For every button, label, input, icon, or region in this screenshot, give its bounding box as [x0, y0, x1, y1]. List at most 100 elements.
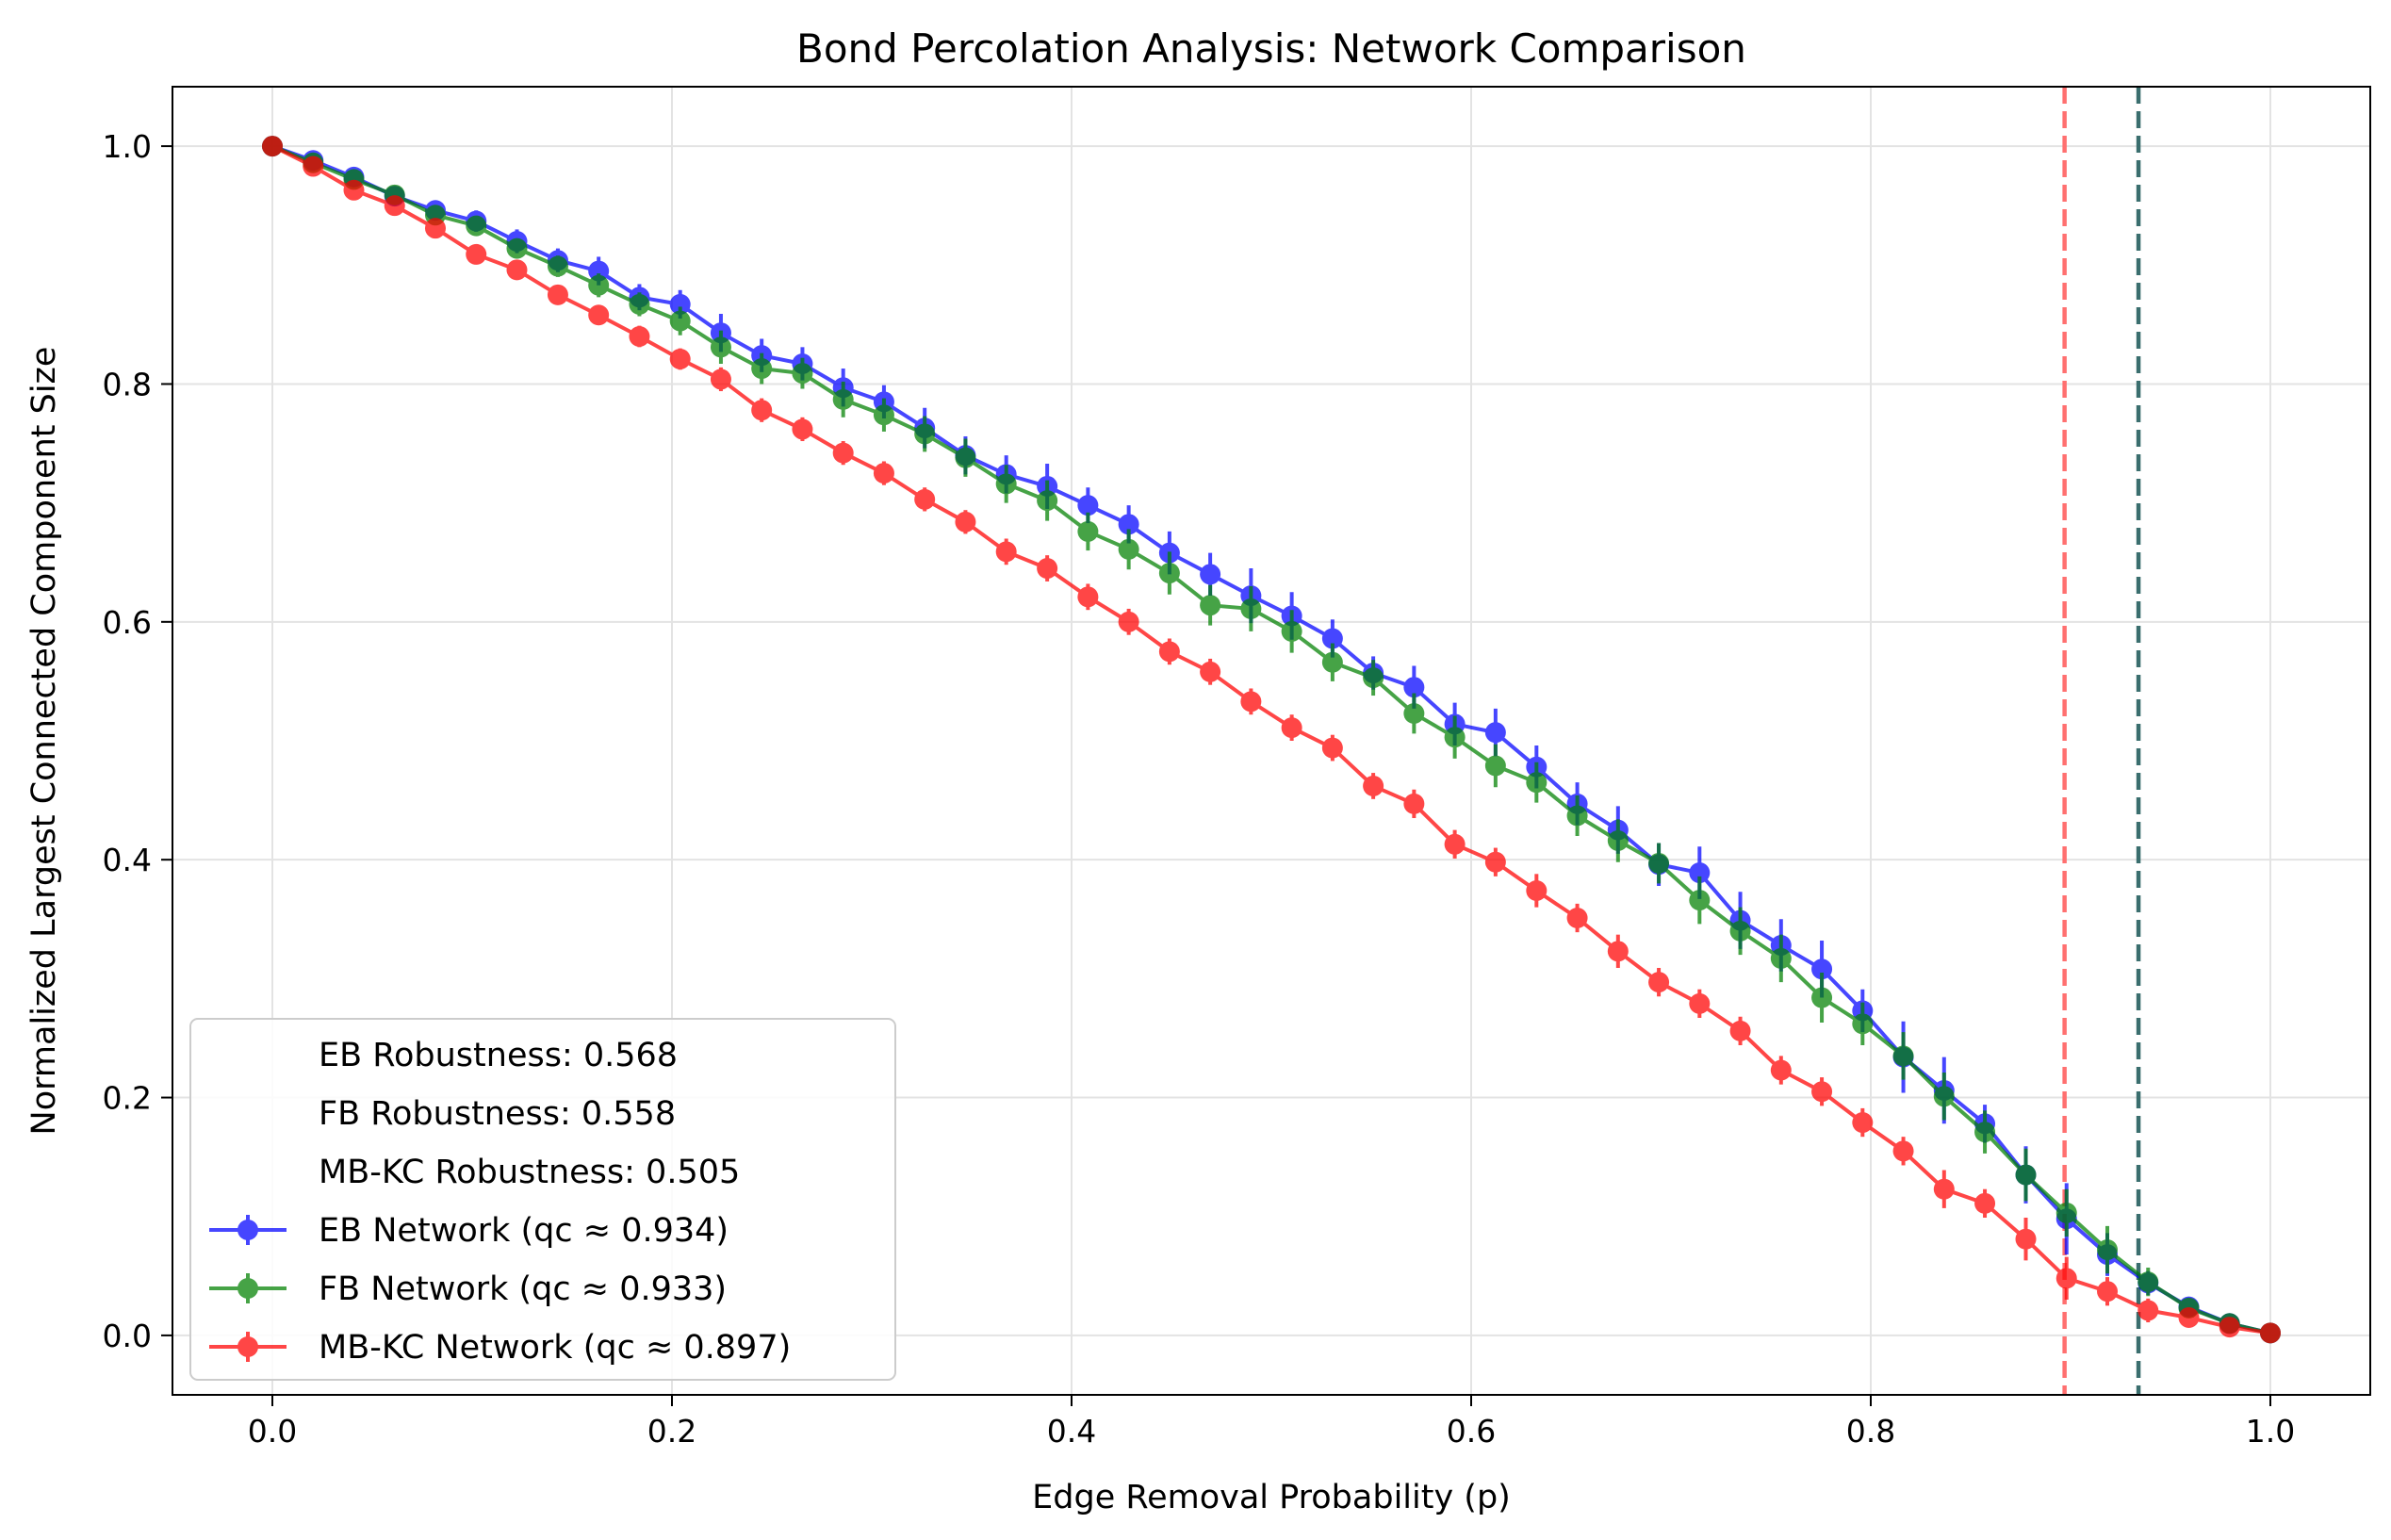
data-point [466, 243, 487, 265]
data-point [669, 348, 691, 369]
plot-frame [172, 86, 2371, 1396]
legend-dot [237, 1278, 258, 1299]
x-axis-label: Edge Removal Probability (p) [1032, 1479, 1511, 1516]
data-point [1770, 1059, 1792, 1081]
data-point [1118, 611, 1139, 632]
data-point [1607, 829, 1629, 851]
data-point [1566, 805, 1588, 827]
data-point [547, 284, 568, 305]
data-point [914, 488, 936, 510]
data-point [1200, 564, 1221, 585]
y-axis-ticks: 0.0 0.2 0.4 0.6 0.8 1.0 [103, 128, 172, 1354]
data-point [1200, 661, 1221, 682]
data-point [1729, 920, 1751, 942]
y-tick-label: 0.4 [103, 842, 152, 878]
data-point [1648, 972, 1670, 993]
data-point [2055, 1202, 2077, 1223]
data-point [1811, 958, 1833, 980]
legend-dot [237, 1336, 258, 1357]
data-point [1933, 1178, 1955, 1200]
data-point [2137, 1271, 2159, 1293]
data-point [1484, 722, 1506, 744]
data-point [343, 179, 365, 201]
x-tick-label: 0.8 [1846, 1413, 1895, 1450]
data-point [1403, 677, 1425, 698]
data-point [588, 260, 610, 282]
data-point [751, 358, 773, 380]
data-point [262, 136, 283, 157]
legend-entry: MB-KC Robustness: 0.505 [319, 1154, 740, 1191]
legend-box [189, 1018, 896, 1381]
data-point [995, 473, 1017, 495]
x-tick-label: 0.6 [1447, 1413, 1496, 1450]
data-point [1974, 1192, 1996, 1214]
data-point [669, 310, 691, 332]
data-point [303, 156, 324, 177]
data-point [873, 404, 894, 426]
data-point [629, 293, 650, 315]
data-point [2097, 1239, 2119, 1261]
data-point [914, 423, 936, 445]
legend-entry: EB Network (qc ≈ 0.934) [319, 1212, 729, 1250]
data-point [1077, 495, 1099, 516]
data-point [1403, 702, 1425, 724]
data-point [1281, 717, 1302, 739]
data-point [1240, 691, 1262, 713]
series-layer [262, 136, 2281, 1344]
data-point [1158, 563, 1180, 584]
data-point [1892, 1140, 1914, 1162]
data-point [955, 447, 976, 468]
data-point [751, 400, 773, 421]
data-point [629, 325, 650, 347]
legend-entry: EB Robustness: 0.568 [319, 1037, 678, 1074]
data-point [832, 388, 854, 410]
data-point [1321, 651, 1343, 673]
legend-entry: FB Robustness: 0.558 [319, 1095, 676, 1133]
legend-marker [209, 1215, 287, 1245]
data-point [1811, 987, 1833, 1008]
data-point [669, 293, 691, 315]
data-point [2178, 1306, 2200, 1328]
data-point [424, 218, 446, 239]
y-axis-label: Normalized Largest Connected Component S… [25, 347, 63, 1136]
data-point [2015, 1228, 2037, 1250]
data-point [1648, 852, 1670, 874]
data-point [873, 463, 894, 484]
data-point [1118, 514, 1139, 535]
y-tick-label: 1.0 [103, 128, 152, 165]
data-point [1484, 755, 1506, 777]
data-point [2055, 1268, 2077, 1289]
data-point [1526, 879, 1548, 901]
x-axis-ticks: 0.0 0.2 0.4 0.6 0.8 1.0 [248, 1395, 2295, 1450]
data-point [1811, 1081, 1833, 1103]
data-point [1077, 586, 1099, 608]
data-point [1321, 628, 1343, 649]
data-point [1852, 1013, 1874, 1035]
data-point [792, 363, 813, 385]
series-2 [262, 136, 2281, 1344]
legend-entry: FB Network (qc ≈ 0.933) [319, 1270, 727, 1308]
data-point [1974, 1122, 1996, 1143]
x-tick-label: 0.0 [248, 1413, 297, 1450]
data-point [1281, 620, 1302, 642]
data-point [1037, 490, 1058, 512]
legend-marker [209, 1332, 287, 1362]
data-point [1852, 1112, 1874, 1134]
data-point [2219, 1317, 2240, 1338]
data-point [1158, 641, 1180, 663]
chart-title: Bond Percolation Analysis: Network Compa… [796, 25, 1746, 72]
x-tick-label: 0.4 [1047, 1413, 1096, 1450]
data-point [1933, 1086, 1955, 1107]
y-tick-label: 0.6 [103, 604, 152, 641]
data-point [588, 274, 610, 296]
data-point [1566, 908, 1588, 929]
x-tick-label: 1.0 [2246, 1413, 2295, 1450]
data-point [1444, 833, 1466, 855]
data-point [995, 541, 1017, 563]
data-point [1689, 862, 1711, 884]
data-point [547, 255, 568, 277]
data-point [1526, 772, 1548, 794]
legend: EB Robustness: 0.568 FB Robustness: 0.558… [189, 1018, 896, 1381]
data-point [710, 336, 731, 358]
